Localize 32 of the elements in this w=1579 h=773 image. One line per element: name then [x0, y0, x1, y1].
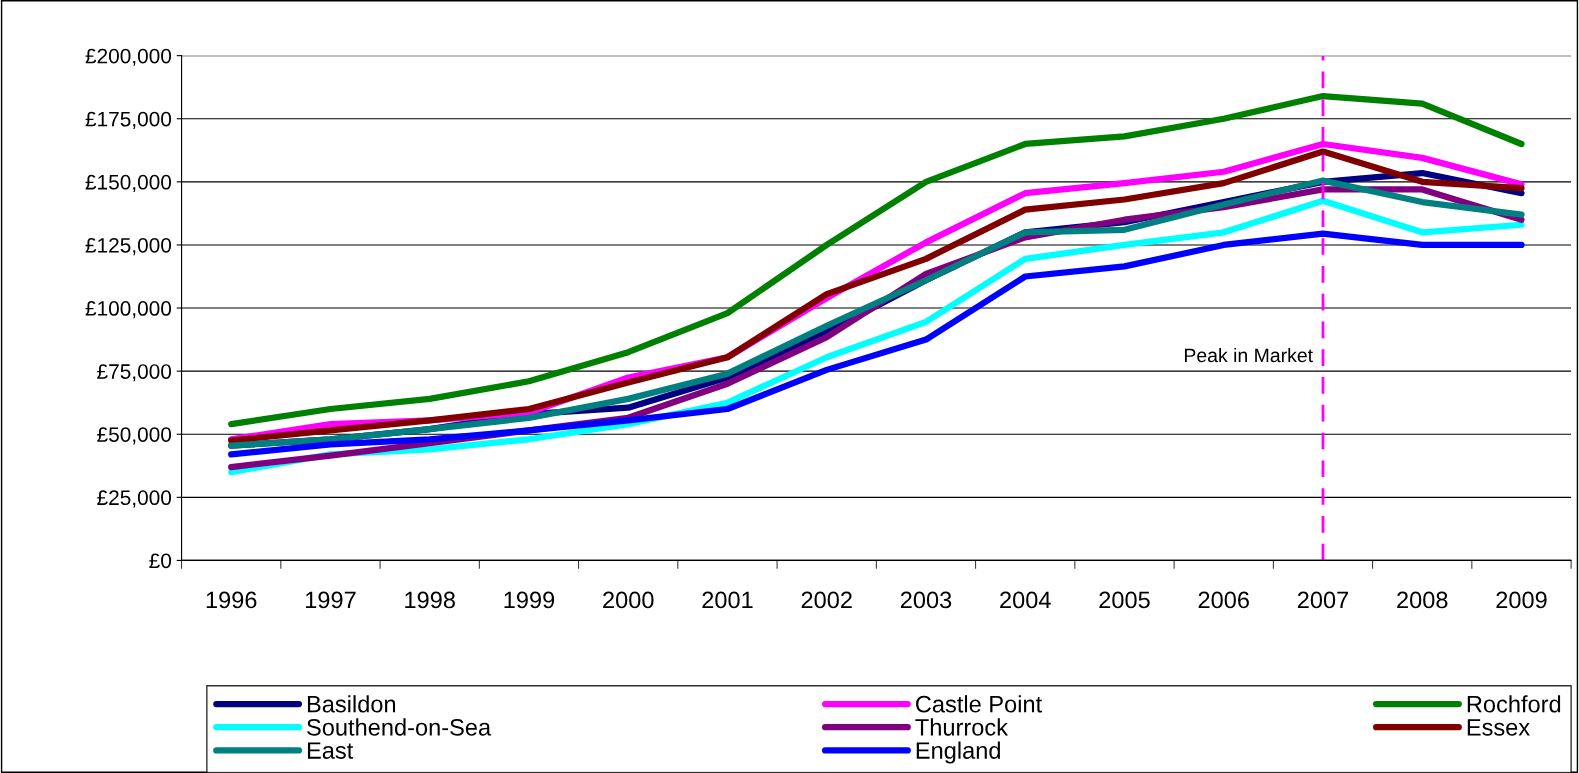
y-tick-label: £25,000	[97, 490, 172, 508]
legend-label: Castle Point	[916, 695, 1042, 713]
x-tick-label: 2008	[1397, 591, 1448, 609]
y-tick-label: £0	[149, 553, 172, 569]
x-tick-label: 2003	[900, 591, 952, 609]
legend-label: Thurrock	[915, 718, 1009, 736]
x-tick-label: 2006	[1198, 591, 1249, 609]
x-tick-label: 1996	[206, 591, 257, 609]
x-tick-label: 2001	[702, 591, 753, 609]
ref-line-label: Peak in Market	[1184, 347, 1313, 363]
x-tick-label: 1999	[504, 591, 555, 609]
x-tick-label: 1997	[306, 591, 356, 609]
x-tick-label: 2000	[603, 591, 654, 609]
x-tick-label: 2007	[1297, 591, 1349, 609]
legend-label: Rochford	[1467, 695, 1561, 713]
legend-label: Basildon	[307, 695, 396, 713]
y-tick-label: £150,000	[85, 174, 172, 193]
legend-label: East	[307, 742, 354, 759]
x-tick-label: 2004	[1000, 591, 1051, 609]
y-tick-label: £200,000	[85, 48, 172, 66]
x-tick-label: 2005	[1099, 591, 1150, 609]
y-tick-label: £100,000	[85, 301, 172, 319]
legend-label: England	[916, 741, 1000, 764]
x-tick-label: 2002	[801, 591, 852, 609]
legend-label: Southend-on-Sea	[307, 718, 492, 736]
y-tick-label: £50,000	[97, 427, 172, 445]
y-tick-label: £125,000	[85, 237, 172, 256]
y-tick-label: £75,000	[97, 364, 172, 382]
x-tick-label: 1998	[405, 591, 455, 609]
legend-label: Essex	[1467, 719, 1530, 736]
x-tick-label: 2009	[1496, 591, 1547, 609]
y-tick-label: £175,000	[85, 111, 172, 129]
